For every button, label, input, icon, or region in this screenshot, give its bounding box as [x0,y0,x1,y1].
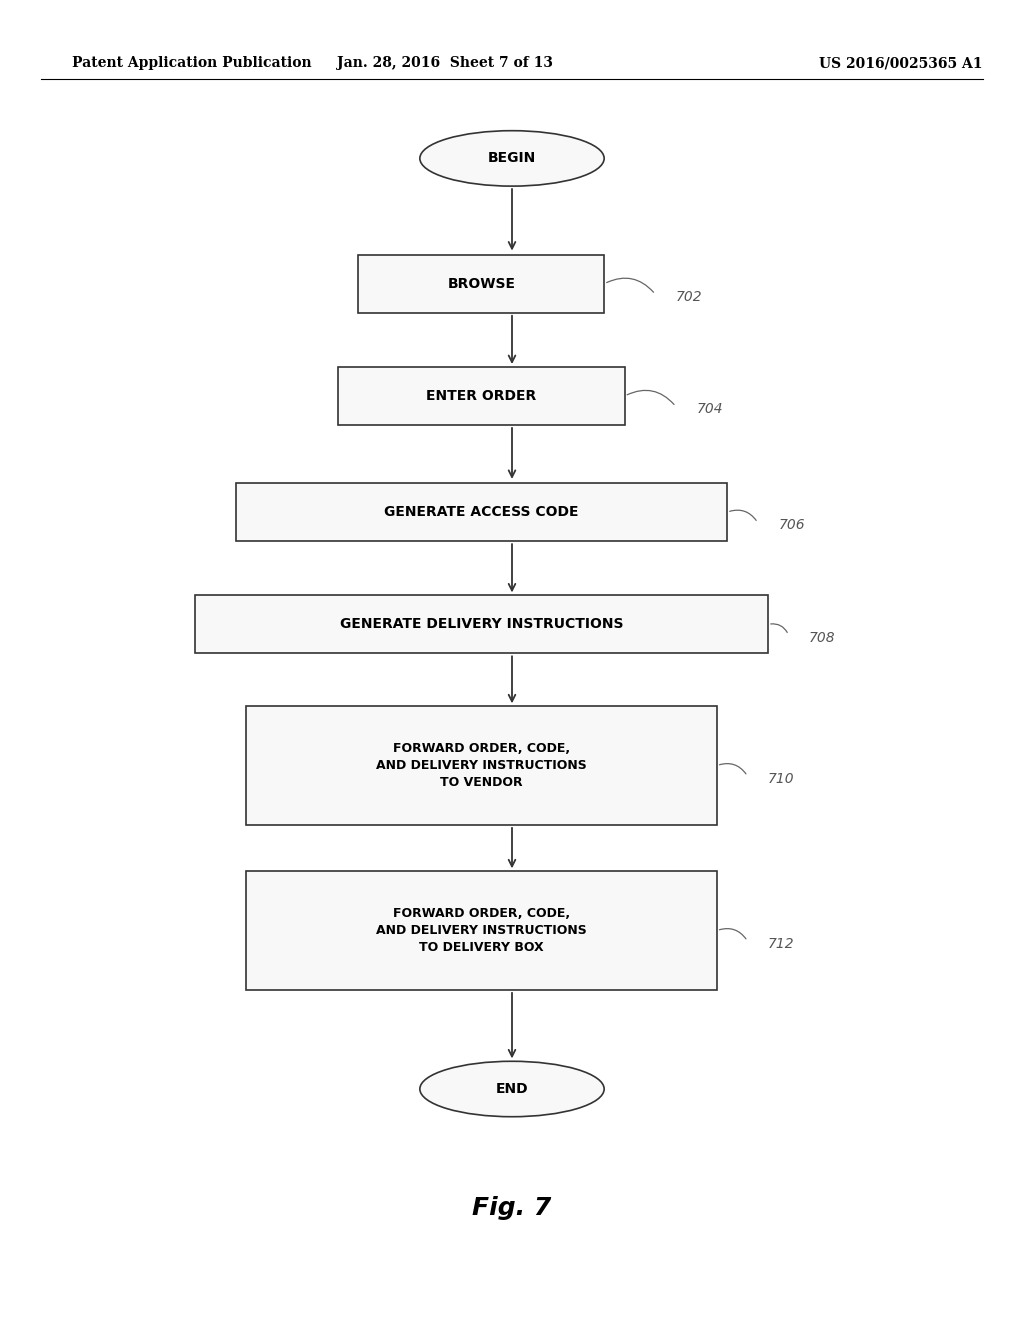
Ellipse shape [420,131,604,186]
FancyBboxPatch shape [236,483,727,541]
Text: FORWARD ORDER, CODE,
AND DELIVERY INSTRUCTIONS
TO VENDOR: FORWARD ORDER, CODE, AND DELIVERY INSTRU… [376,742,587,789]
Text: FORWARD ORDER, CODE,
AND DELIVERY INSTRUCTIONS
TO DELIVERY BOX: FORWARD ORDER, CODE, AND DELIVERY INSTRU… [376,907,587,954]
Text: GENERATE DELIVERY INSTRUCTIONS: GENERATE DELIVERY INSTRUCTIONS [340,618,623,631]
FancyBboxPatch shape [246,706,717,825]
Text: Jan. 28, 2016  Sheet 7 of 13: Jan. 28, 2016 Sheet 7 of 13 [338,57,553,70]
FancyBboxPatch shape [358,255,604,313]
Text: BROWSE: BROWSE [447,277,515,290]
Text: 704: 704 [696,403,723,416]
FancyBboxPatch shape [246,871,717,990]
Text: 702: 702 [676,290,702,304]
FancyBboxPatch shape [338,367,625,425]
Text: Patent Application Publication: Patent Application Publication [72,57,311,70]
Ellipse shape [420,1061,604,1117]
Text: ENTER ORDER: ENTER ORDER [426,389,537,403]
Text: 710: 710 [768,772,795,785]
FancyBboxPatch shape [195,595,768,653]
Text: 706: 706 [778,519,805,532]
Text: GENERATE ACCESS CODE: GENERATE ACCESS CODE [384,506,579,519]
Text: BEGIN: BEGIN [487,152,537,165]
Text: 708: 708 [809,631,836,644]
Text: US 2016/0025365 A1: US 2016/0025365 A1 [819,57,983,70]
Text: Fig. 7: Fig. 7 [472,1196,552,1220]
Text: END: END [496,1082,528,1096]
Text: 712: 712 [768,937,795,950]
